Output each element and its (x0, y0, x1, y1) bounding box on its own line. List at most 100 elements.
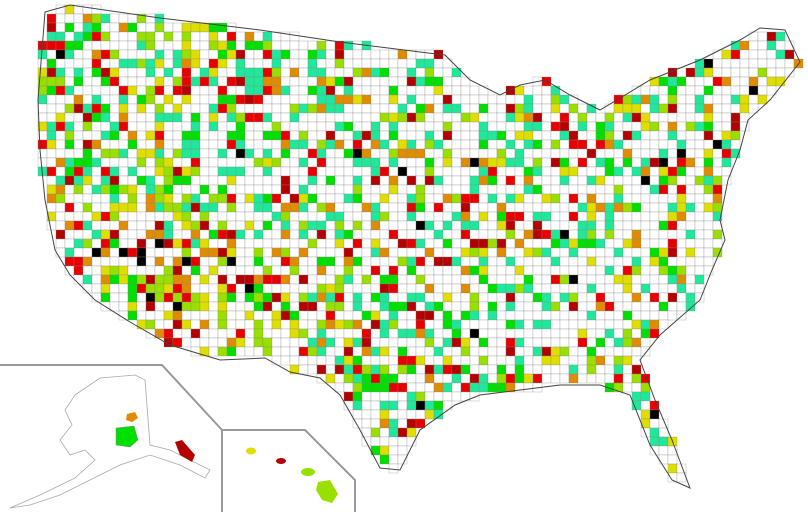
county (163, 49, 174, 60)
county (631, 328, 642, 339)
county (415, 166, 426, 177)
county (577, 310, 588, 321)
county (316, 103, 327, 114)
county (379, 166, 390, 177)
county (163, 40, 174, 51)
county (469, 184, 480, 195)
county (541, 103, 552, 114)
county (127, 256, 138, 267)
county (91, 193, 102, 204)
county (676, 220, 687, 231)
county (595, 355, 606, 366)
county (127, 94, 138, 105)
county (631, 319, 642, 330)
county (262, 202, 273, 213)
county (379, 94, 390, 105)
county (424, 283, 435, 294)
county (532, 238, 543, 249)
county (100, 40, 111, 51)
county (478, 85, 489, 96)
county (532, 193, 543, 204)
county (199, 112, 210, 123)
county (217, 202, 228, 213)
county (730, 94, 741, 105)
county (181, 166, 192, 177)
county (253, 49, 264, 60)
county (253, 130, 264, 141)
county (451, 265, 462, 276)
county (541, 157, 552, 168)
county (235, 256, 246, 267)
county (694, 112, 705, 123)
county (388, 157, 399, 168)
county (712, 67, 723, 78)
county (442, 364, 453, 375)
county (226, 157, 237, 168)
county (235, 274, 246, 285)
county (154, 310, 165, 321)
county (649, 319, 660, 330)
county (559, 274, 570, 285)
county (370, 436, 381, 447)
county (478, 373, 489, 384)
county (64, 148, 75, 159)
county (424, 76, 435, 87)
county (46, 121, 57, 132)
county (343, 391, 354, 402)
county (415, 409, 426, 420)
county (325, 202, 336, 213)
county (199, 193, 210, 204)
county (712, 184, 723, 195)
county (91, 202, 102, 213)
county (703, 238, 714, 249)
county (289, 238, 300, 249)
county (100, 202, 111, 213)
county (343, 310, 354, 321)
county (64, 202, 75, 213)
county (613, 148, 624, 159)
county (604, 274, 615, 285)
county (487, 184, 498, 195)
county (721, 67, 732, 78)
county (550, 112, 561, 123)
county (172, 292, 183, 303)
county (271, 337, 282, 348)
county (622, 220, 633, 231)
county (253, 247, 264, 258)
county (271, 310, 282, 321)
county (397, 382, 408, 393)
county (136, 184, 147, 195)
county (370, 346, 381, 357)
county (631, 373, 642, 384)
county (595, 256, 606, 267)
county (307, 274, 318, 285)
county (280, 247, 291, 258)
county (388, 229, 399, 240)
county (703, 175, 714, 186)
county (145, 40, 156, 51)
county (505, 328, 516, 339)
county (694, 274, 705, 285)
county (604, 337, 615, 348)
county (280, 355, 291, 366)
county (235, 148, 246, 159)
county (388, 328, 399, 339)
county (253, 301, 264, 312)
county (631, 238, 642, 249)
county (478, 283, 489, 294)
county (361, 130, 372, 141)
county (388, 445, 399, 456)
county (415, 328, 426, 339)
county (217, 85, 228, 96)
county (379, 454, 390, 465)
county (127, 310, 138, 321)
county (667, 211, 678, 222)
county (523, 157, 534, 168)
county (262, 112, 273, 123)
county (685, 202, 696, 213)
county (289, 148, 300, 159)
county (109, 274, 120, 285)
county (730, 130, 741, 141)
hawaii-maui (301, 468, 315, 476)
county (154, 76, 165, 87)
